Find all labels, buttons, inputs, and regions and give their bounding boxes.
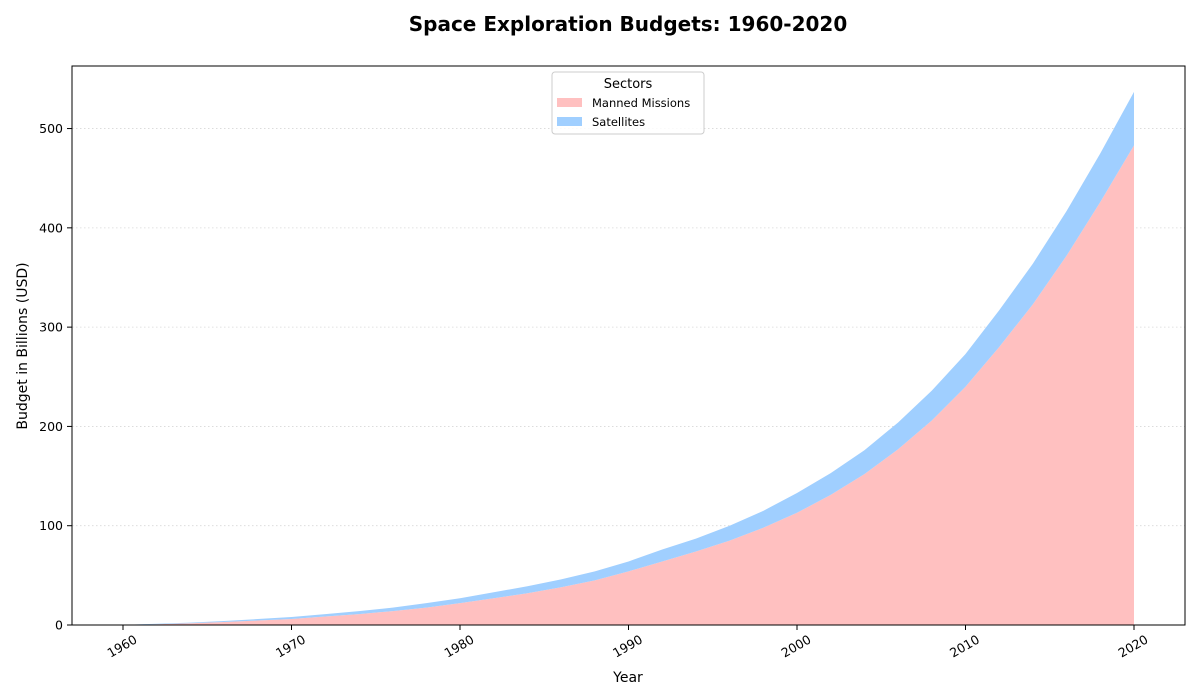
legend-title: Sectors: [604, 77, 653, 92]
legend-swatch-satellites: [557, 117, 582, 126]
x-tick-label: 1980: [441, 632, 476, 661]
y-axis: 0 100 200 300 400 500: [39, 121, 72, 633]
x-axis-label: Year: [612, 670, 643, 686]
y-tick-label: 300: [39, 320, 63, 335]
x-tick-label: 2010: [947, 632, 982, 661]
y-axis-label: Budget in Billions (USD): [15, 262, 31, 429]
x-tick-label: 2020: [1115, 632, 1150, 661]
y-tick-label: 200: [39, 419, 63, 434]
chart-title: Space Exploration Budgets: 1960-2020: [409, 12, 848, 36]
x-tick-label: 1990: [610, 632, 645, 661]
legend-label-manned-missions: Manned Missions: [592, 96, 690, 110]
x-axis: 1960 1970 1980 1990 2000 2010 2020: [104, 625, 1151, 661]
y-tick-label: 0: [55, 618, 63, 633]
legend-frame: [551, 71, 705, 135]
legend: Sectors Manned Missions Satellites: [551, 71, 705, 135]
x-tick-label: 2000: [778, 632, 813, 661]
area-manned-missions: [123, 145, 1134, 625]
legend-swatch-manned-missions: [557, 98, 582, 107]
y-tick-label: 500: [39, 121, 63, 136]
y-tick-label: 100: [39, 518, 63, 533]
y-tick-label: 400: [39, 220, 63, 235]
areas: [123, 91, 1134, 625]
x-tick-label: 1970: [273, 632, 308, 661]
x-tick-label: 1960: [104, 632, 139, 661]
legend-label-satellites: Satellites: [592, 115, 645, 129]
